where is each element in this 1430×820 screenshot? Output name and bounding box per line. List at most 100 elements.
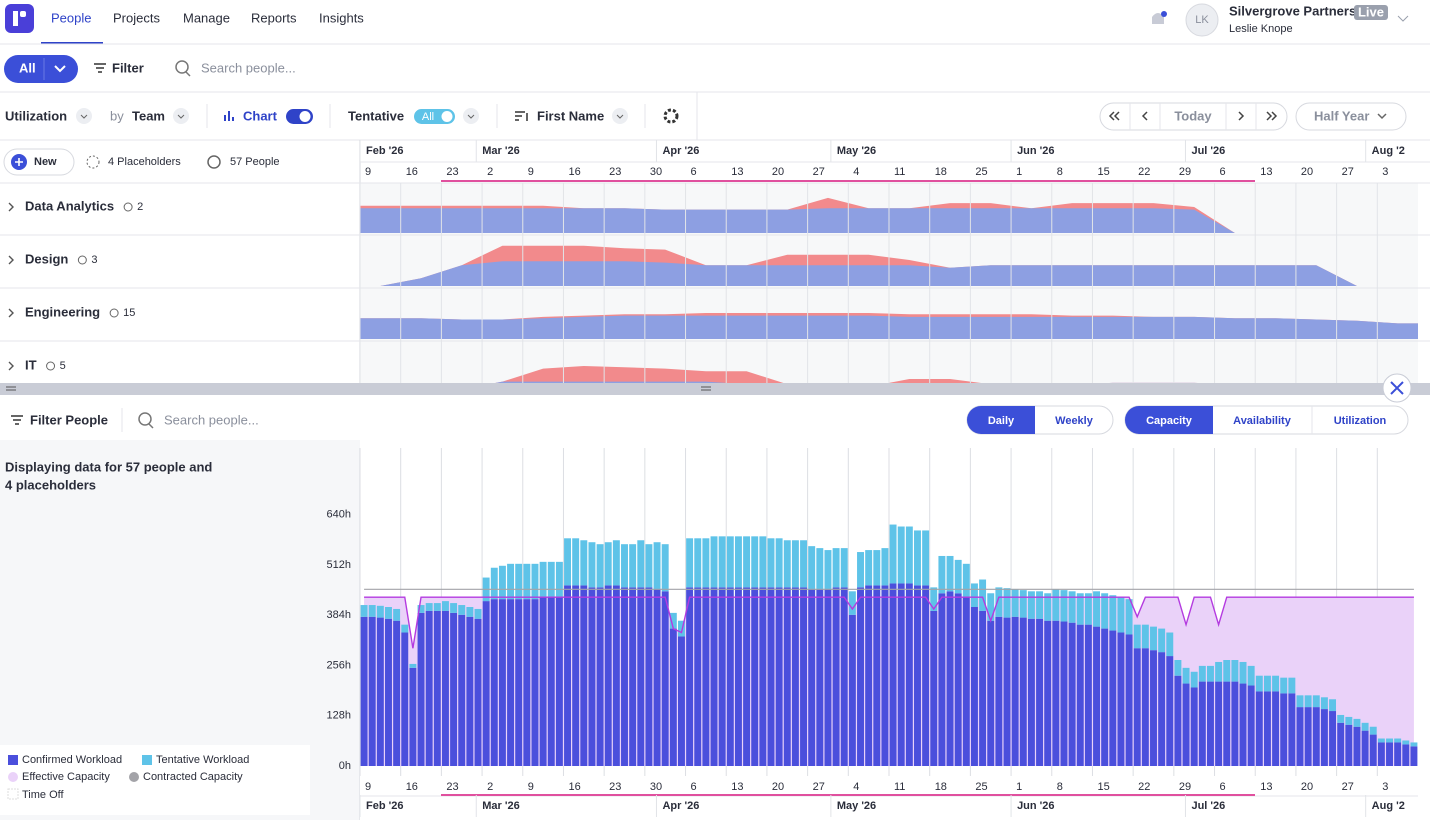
- last-button[interactable]: [1266, 111, 1278, 121]
- live-badge-text: Live: [1358, 4, 1384, 19]
- bar: [979, 610, 987, 766]
- next-button[interactable]: [1238, 111, 1245, 121]
- bar: [368, 605, 376, 617]
- bar: [645, 544, 653, 588]
- search-input[interactable]: Search people...: [201, 60, 296, 75]
- bar: [425, 603, 433, 611]
- today-button[interactable]: Today: [1174, 108, 1212, 123]
- bar: [1027, 618, 1035, 766]
- tab[interactable]: Manage: [183, 10, 230, 25]
- week-label: 6: [691, 166, 697, 178]
- bar: [629, 587, 637, 766]
- bar: [1263, 691, 1271, 766]
- people-count: 57 People: [230, 156, 280, 168]
- logo-glyph: [13, 11, 18, 26]
- month-label: Feb '26: [366, 800, 403, 812]
- mode-utilization[interactable]: Utilization: [1334, 415, 1387, 427]
- prev-button[interactable]: [1141, 111, 1148, 121]
- week-label: 29: [1179, 166, 1191, 178]
- bar: [466, 607, 474, 617]
- bar: [1239, 661, 1247, 684]
- bar: [905, 526, 913, 584]
- bar: [791, 587, 799, 766]
- team-select[interactable]: Team: [132, 108, 165, 123]
- range-select[interactable]: [1295, 102, 1407, 131]
- bar: [433, 603, 441, 611]
- bar: [946, 555, 954, 592]
- bar: [734, 587, 742, 766]
- expand-chevron[interactable]: [8, 202, 14, 212]
- bar: [1190, 671, 1198, 688]
- all-button[interactable]: [4, 55, 78, 83]
- top-timeline: 9 16 23 2 9 16 23 30 6 13 20 27 4 11 18 25 1 8 15 22 29 6 13 20…: [360, 140, 1405, 383]
- chevron-bg[interactable]: [76, 108, 92, 124]
- week-label: 9: [528, 166, 534, 178]
- bar: [734, 536, 742, 588]
- chevron-bg[interactable]: [173, 108, 189, 124]
- filter-button[interactable]: Filter: [112, 60, 144, 75]
- view-weekly[interactable]: Weekly: [1055, 415, 1094, 427]
- week-label: 22: [1138, 781, 1150, 793]
- bar: [889, 524, 897, 584]
- bar: [767, 538, 775, 588]
- chevron-bg[interactable]: [612, 108, 628, 124]
- utilization-select[interactable]: Utilization: [5, 108, 67, 123]
- bar: [759, 536, 767, 588]
- bar: [385, 618, 392, 766]
- bar: [360, 616, 368, 766]
- logo[interactable]: [5, 4, 34, 33]
- sort-select[interactable]: First Name: [537, 108, 604, 123]
- plus-icon: [15, 158, 23, 166]
- y-tick-label: 384h: [327, 609, 351, 621]
- week-label: 2: [487, 166, 493, 178]
- search-input[interactable]: Search people...: [164, 412, 259, 427]
- chevron[interactable]: [1397, 15, 1409, 22]
- bar: [490, 567, 498, 600]
- chevron-bg[interactable]: [463, 108, 479, 124]
- bar: [1076, 593, 1084, 625]
- tab[interactable]: Projects: [113, 10, 160, 25]
- tab[interactable]: Reports: [251, 10, 297, 25]
- mode-capacity[interactable]: [1125, 406, 1213, 434]
- bar: [930, 610, 938, 766]
- bar: [417, 605, 425, 613]
- splitter[interactable]: [0, 383, 1430, 395]
- expand-chevron[interactable]: [8, 308, 14, 318]
- expand-chevron[interactable]: [8, 361, 14, 371]
- bell-icon[interactable]: [1152, 13, 1164, 24]
- week-label: 27: [1342, 781, 1354, 793]
- filter-people-button[interactable]: Filter People: [30, 412, 108, 427]
- bar: [507, 599, 515, 766]
- chevron[interactable]: [54, 65, 66, 73]
- mode-availability[interactable]: Availability: [1233, 415, 1292, 427]
- bar: [694, 538, 702, 588]
- grip: [6, 386, 711, 391]
- tab-underline: [41, 42, 103, 44]
- first-button[interactable]: [1108, 111, 1120, 121]
- bar: [621, 544, 628, 588]
- tab[interactable]: Insights: [319, 10, 364, 25]
- expand-chevron[interactable]: [8, 255, 14, 265]
- legend-label: Contracted Capacity: [143, 771, 243, 783]
- tab[interactable]: People: [51, 10, 91, 25]
- bar: [962, 563, 970, 598]
- bar: [881, 548, 889, 586]
- bar: [1011, 589, 1019, 617]
- week-label: 13: [1260, 166, 1272, 178]
- chevron: [80, 114, 88, 119]
- bar: [1304, 707, 1312, 766]
- by-label: by: [110, 108, 124, 123]
- week-label: 23: [609, 166, 621, 178]
- bar: [832, 548, 840, 588]
- bar: [979, 579, 987, 611]
- mode-capacity-label: Capacity: [1146, 415, 1193, 427]
- user-name: Leslie Knope: [1229, 23, 1293, 35]
- team-count: 5: [60, 360, 66, 372]
- settings-icon[interactable]: [663, 108, 679, 124]
- bar: [1263, 675, 1271, 692]
- view-daily[interactable]: [967, 406, 1035, 434]
- bar: [865, 550, 873, 586]
- week-label: 9: [528, 781, 534, 793]
- bar: [954, 559, 962, 594]
- avatar[interactable]: [1185, 3, 1219, 37]
